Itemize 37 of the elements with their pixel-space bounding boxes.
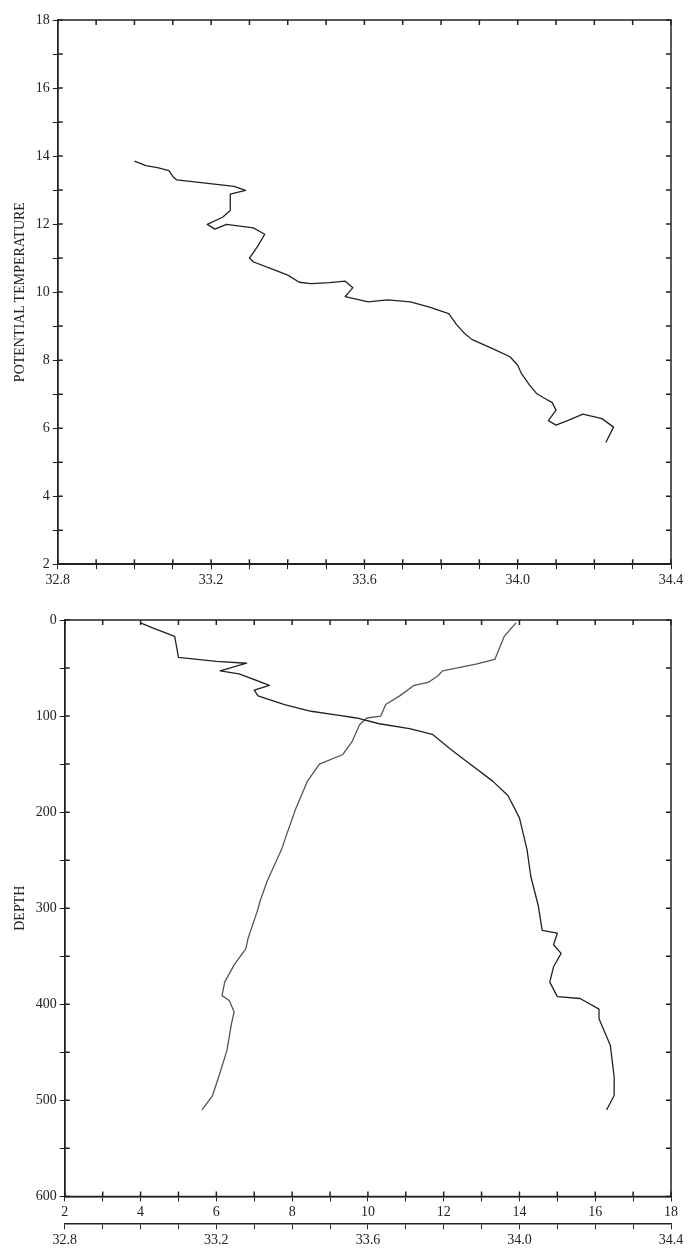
x2-tick-label: 34.4 (658, 1232, 684, 1248)
y-tick-label: 14 (35, 147, 50, 163)
y-tick-label: 2 (42, 555, 50, 571)
y-tick-label: 600 (35, 1188, 57, 1204)
x-tick-label: 18 (664, 1204, 678, 1220)
x2-tick-label: 33.6 (355, 1232, 381, 1248)
x-tick-label: 16 (588, 1204, 603, 1220)
x-tick-label: 33.6 (352, 572, 377, 588)
y-tick-label: 300 (35, 899, 57, 915)
y-tick-label: 200 (35, 803, 57, 819)
x-tick-label: 10 (360, 1204, 375, 1220)
y-tick-label: 16 (35, 79, 50, 95)
y-tick-label: 4 (42, 487, 50, 503)
x2-tick-label: 33.2 (204, 1232, 229, 1248)
x-tick-label: 32.8 (45, 572, 71, 588)
x-tick-label: 6 (212, 1204, 220, 1220)
y-tick-label: 400 (35, 995, 57, 1011)
x2-tick-label: 32.8 (52, 1232, 78, 1248)
x-tick-label: 34.0 (505, 572, 530, 588)
x-tick-label: 33.2 (198, 572, 224, 588)
x-tick-label: 4 (137, 1204, 145, 1220)
x-tick-label: 34.4 (658, 572, 684, 588)
y-tick-label: 100 (35, 707, 57, 723)
y-tick-label: 0 (49, 611, 57, 627)
y-tick-label: 18 (35, 11, 50, 27)
y-tick-label: 10 (35, 283, 50, 299)
x-tick-label: 2 (61, 1204, 69, 1220)
y-axis-title: DEPTH (12, 885, 28, 931)
y-tick-label: 6 (42, 419, 50, 435)
x-tick-label: 14 (512, 1204, 527, 1220)
y-tick-label: 500 (35, 1092, 57, 1108)
x-tick-label: 8 (288, 1204, 296, 1220)
x-tick-label: 12 (436, 1204, 451, 1220)
y-tick-label: 8 (42, 351, 50, 367)
y-axis-title: POTENTIAL TEMPERATURE (12, 202, 28, 383)
x2-tick-label: 34.0 (507, 1232, 532, 1248)
y-tick-label: 12 (35, 215, 50, 231)
